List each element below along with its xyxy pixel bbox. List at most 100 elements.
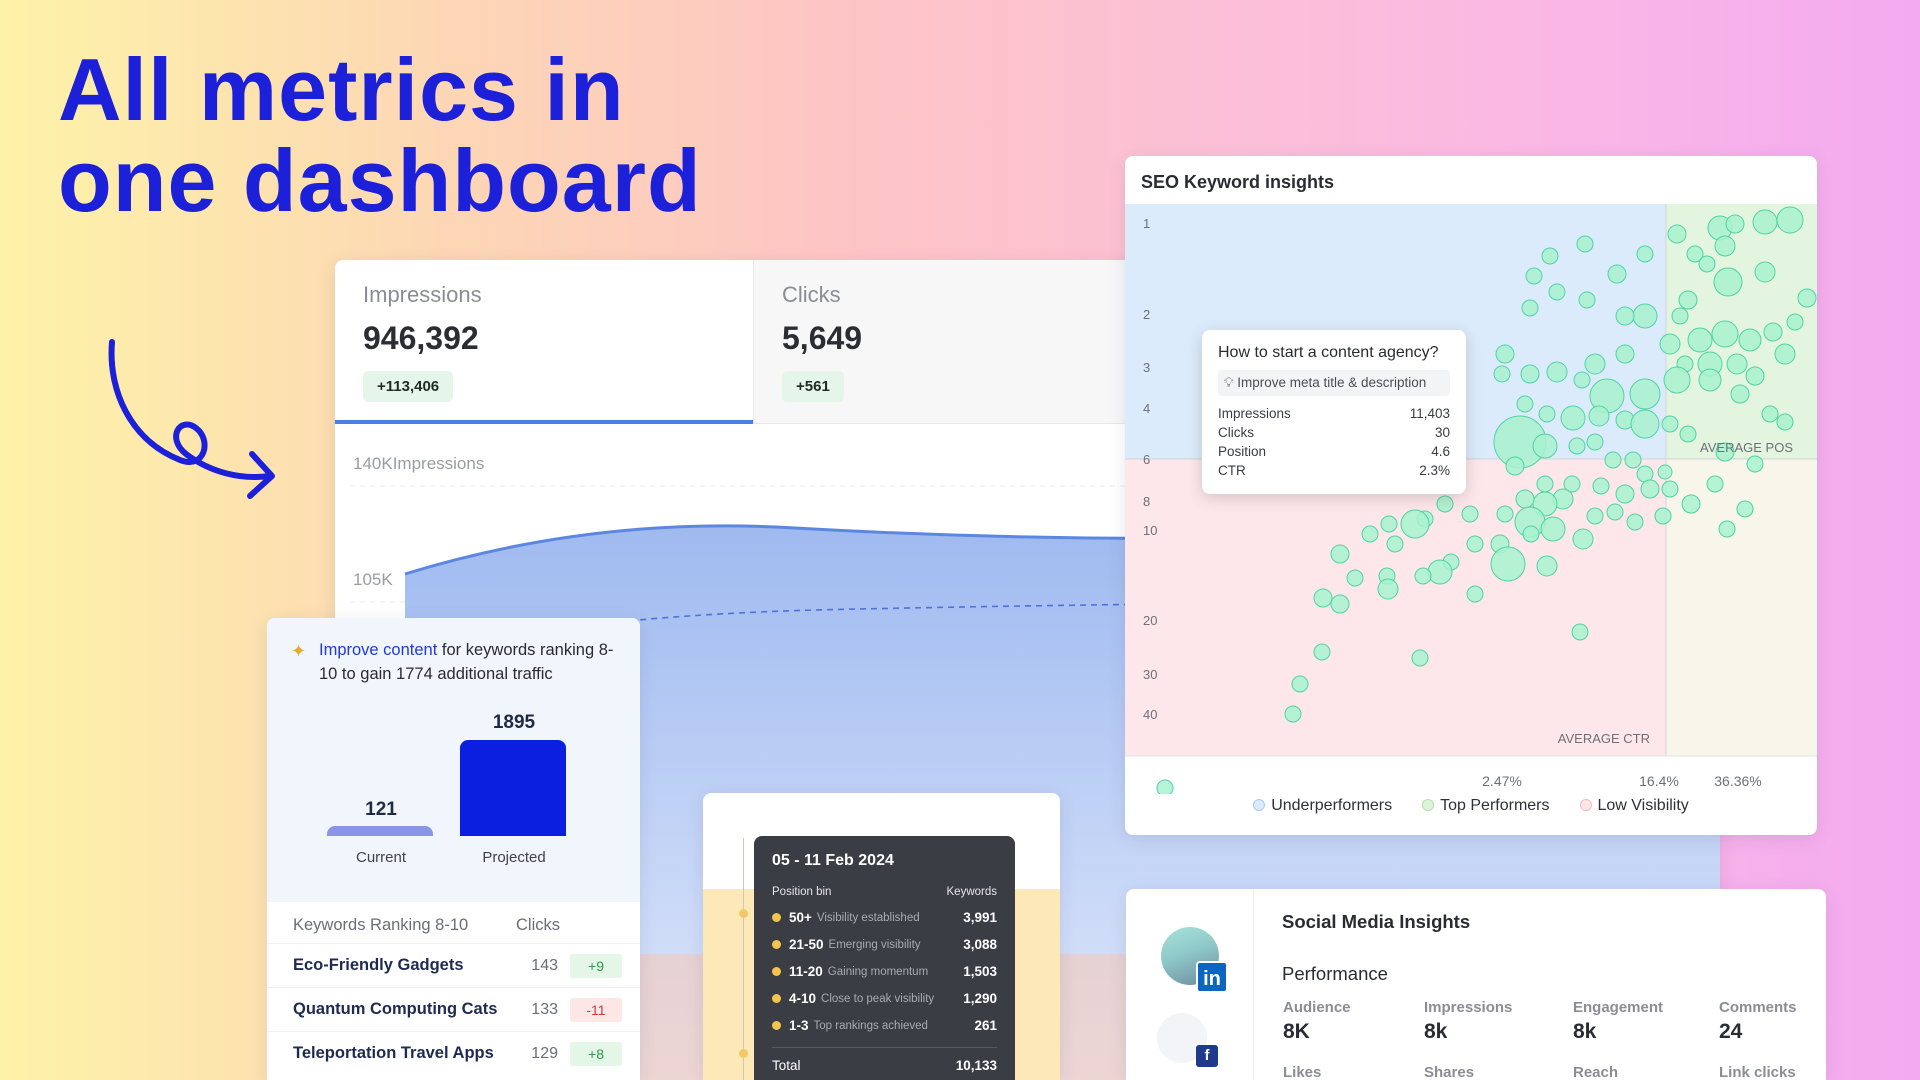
keyword-bubble[interactable] <box>1505 456 1525 476</box>
keyword-bubble[interactable] <box>1725 214 1745 234</box>
keyword-bubble[interactable] <box>1466 535 1484 553</box>
keyword-bubble[interactable] <box>1776 206 1804 234</box>
keyword-bubble[interactable] <box>1573 371 1591 389</box>
keyword-bubble[interactable] <box>1738 328 1762 352</box>
keyword-bubble[interactable] <box>1629 378 1661 410</box>
keyword-row[interactable]: Teleportation Travel Apps 129 +8 <box>267 1031 640 1075</box>
keyword-bubble[interactable] <box>1776 413 1794 431</box>
keyword-bubble[interactable] <box>1532 433 1558 459</box>
keyword-bubble[interactable] <box>1592 477 1610 495</box>
keyword-bubble[interactable] <box>1346 569 1364 587</box>
keyword-bubble[interactable] <box>1496 505 1514 523</box>
keyword-bubble[interactable] <box>1615 344 1635 364</box>
keyword-bubble[interactable] <box>1730 384 1750 404</box>
keyword-bubble[interactable] <box>1661 415 1679 433</box>
keyword-bubble[interactable] <box>1797 288 1817 308</box>
keyword-bubble[interactable] <box>1541 247 1559 265</box>
keyword-bubble[interactable] <box>1515 489 1535 509</box>
impressions-tab[interactable]: Impressions 946,392 +113,406 <box>335 260 753 424</box>
keyword-bubble[interactable] <box>1588 405 1610 427</box>
keyword-bubble[interactable] <box>1615 306 1635 326</box>
keyword-bubble[interactable] <box>1525 267 1543 285</box>
keyword-bubble[interactable] <box>1495 344 1515 364</box>
keyword-bubble[interactable] <box>1571 623 1589 641</box>
keyword-bubble[interactable] <box>1436 495 1454 513</box>
keyword-bubble[interactable] <box>1606 503 1624 521</box>
keyword-bubble[interactable] <box>1718 520 1736 538</box>
keyword-bubble[interactable] <box>1400 509 1430 539</box>
keyword-bubble[interactable] <box>1330 544 1350 564</box>
keyword-bubble[interactable] <box>1386 535 1404 553</box>
keyword-bubble[interactable] <box>1686 245 1704 263</box>
keyword-bubble[interactable] <box>1461 505 1479 523</box>
clicks-tab[interactable]: Clicks 5,649 +561 <box>753 260 1171 424</box>
keyword-bubble[interactable] <box>1640 479 1660 499</box>
keyword-bubble[interactable] <box>1568 437 1586 455</box>
keyword-bubble[interactable] <box>1560 405 1586 431</box>
keyword-bubble[interactable] <box>1313 588 1333 608</box>
keyword-bubble[interactable] <box>1774 343 1796 365</box>
keyword-bubble[interactable] <box>1698 255 1716 273</box>
keyword-bubble[interactable] <box>1291 675 1309 693</box>
keyword-bubble[interactable] <box>1361 525 1379 543</box>
legend-underperformers[interactable]: Underperformers <box>1253 797 1392 815</box>
keyword-row[interactable]: Quantum Computing Cats 133 -11 <box>267 987 640 1031</box>
keyword-bubble[interactable] <box>1713 267 1743 297</box>
keyword-bubble[interactable] <box>1538 405 1556 423</box>
keyword-bubble[interactable] <box>1711 320 1739 348</box>
keyword-bubble[interactable] <box>1626 513 1644 531</box>
keyword-bubble[interactable] <box>1548 283 1566 301</box>
keyword-bubble[interactable] <box>1427 559 1453 585</box>
keyword-bubble[interactable] <box>1414 567 1432 585</box>
keyword-bubble[interactable] <box>1520 364 1540 384</box>
keyword-bubble[interactable] <box>1715 442 1735 462</box>
keyword-bubble[interactable] <box>1377 578 1399 600</box>
keyword-bubble[interactable] <box>1516 395 1534 413</box>
keyword-bubble[interactable] <box>1466 585 1484 603</box>
keyword-bubble[interactable] <box>1636 245 1654 263</box>
keyword-bubble[interactable] <box>1540 516 1566 542</box>
keyword-bubble[interactable] <box>1706 475 1724 493</box>
keyword-bubble[interactable] <box>1607 264 1627 284</box>
legend-top-performers[interactable]: Top Performers <box>1422 797 1550 815</box>
keyword-bubble[interactable] <box>1679 425 1697 443</box>
keyword-bubble[interactable] <box>1411 649 1429 667</box>
legend-low-visibility[interactable]: Low Visibility <box>1579 797 1689 815</box>
keyword-bubble[interactable] <box>1490 546 1526 582</box>
keyword-bubble[interactable] <box>1681 494 1701 514</box>
keyword-bubble[interactable] <box>1661 480 1679 498</box>
keyword-bubble[interactable] <box>1615 484 1635 504</box>
keyword-bubble[interactable] <box>1546 361 1568 383</box>
keyword-bubble[interactable] <box>1521 299 1539 317</box>
keyword-bubble[interactable] <box>1536 555 1558 577</box>
keyword-bubble[interactable] <box>1563 475 1581 493</box>
keyword-bubble[interactable] <box>1678 290 1698 310</box>
keyword-bubble[interactable] <box>1313 643 1331 661</box>
keyword-bubble[interactable] <box>1667 224 1687 244</box>
keyword-bubble[interactable] <box>1745 366 1765 386</box>
keyword-bubble[interactable] <box>1659 333 1681 355</box>
keyword-bubble[interactable] <box>1536 475 1554 493</box>
keyword-bubble[interactable] <box>1687 327 1713 353</box>
keyword-bubble[interactable] <box>1584 353 1606 375</box>
improve-content-link[interactable]: Improve content <box>319 641 438 659</box>
keyword-bubble[interactable] <box>1630 409 1660 439</box>
keyword-bubble[interactable] <box>1572 528 1594 550</box>
keyword-bubble[interactable] <box>1522 525 1540 543</box>
keyword-bubble[interactable] <box>1576 235 1594 253</box>
keyword-bubble[interactable] <box>1284 705 1302 723</box>
keyword-bubble[interactable] <box>1786 313 1804 331</box>
keyword-bubble[interactable] <box>1493 365 1511 383</box>
keyword-bubble[interactable] <box>1586 433 1604 451</box>
keyword-bubble[interactable] <box>1746 455 1764 473</box>
keyword-bubble[interactable] <box>1698 368 1722 392</box>
keyword-bubble[interactable] <box>1752 209 1778 235</box>
keyword-bubble[interactable] <box>1654 507 1672 525</box>
keyword-bubble[interactable] <box>1671 307 1689 325</box>
keyword-bubble[interactable] <box>1754 261 1776 283</box>
keyword-bubble[interactable] <box>1586 507 1604 525</box>
keyword-bubble[interactable] <box>1156 779 1174 794</box>
keyword-bubble[interactable] <box>1604 451 1622 469</box>
keyword-bubble[interactable] <box>1380 515 1398 533</box>
keyword-bubble[interactable] <box>1663 366 1691 394</box>
